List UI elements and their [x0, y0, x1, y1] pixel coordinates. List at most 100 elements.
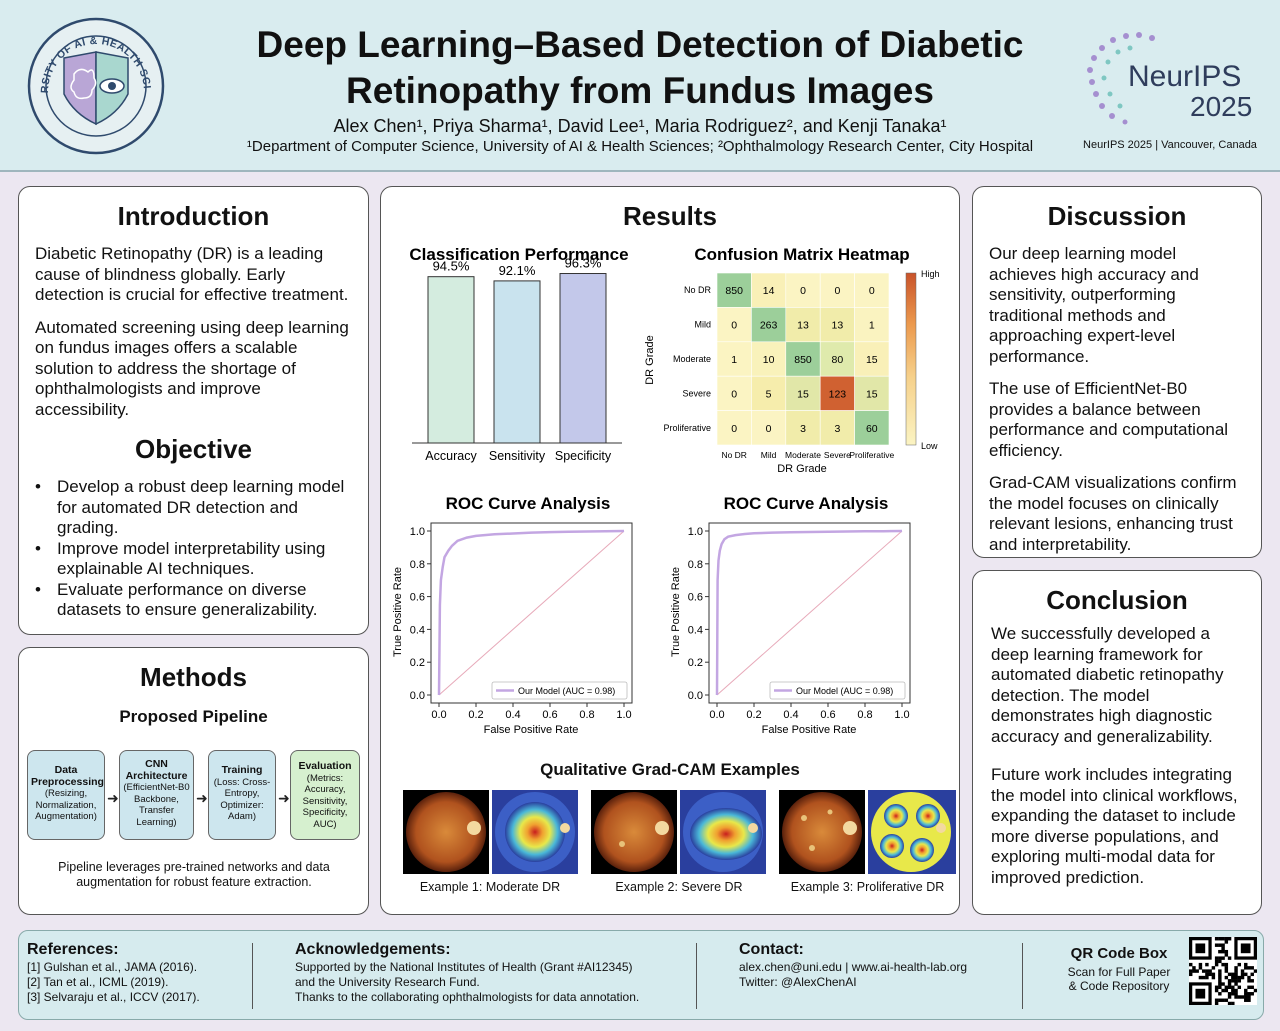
- heatmap-cell-value: 263: [760, 320, 778, 332]
- qr-sub-2: & Code Repository: [1068, 979, 1170, 993]
- colorbar-low-label: Low: [921, 441, 938, 451]
- heatmap-cell-value: 123: [829, 388, 847, 400]
- heatmap-cell-value: 13: [797, 320, 809, 332]
- gradcam-caption-1: Example 1: Moderate DR: [419, 880, 561, 894]
- heatmap-cell-value: 60: [866, 423, 878, 435]
- roc-curve-our-model: [437, 529, 625, 696]
- heatmap-row-label: Moderate: [673, 354, 711, 364]
- roc-curve-our-model: [715, 529, 903, 696]
- roc-y-tick-label: 0.8: [410, 559, 425, 571]
- arrow-right-icon: ➜: [278, 790, 290, 806]
- arrow-right-icon: ➜: [196, 790, 208, 806]
- bar-value-label: 94.5%: [433, 259, 470, 274]
- roc-2-ylabel: True Positive Rate: [670, 567, 682, 657]
- heatmap-cell: [785, 410, 821, 446]
- heatmap-colorbar: [905, 272, 917, 446]
- contact-email-web[interactable]: alex.chen@uni.edu | www.ai-health-lab.or…: [739, 960, 968, 974]
- heatmap-row-label: Mild: [694, 320, 711, 330]
- heatmap-cell: [751, 410, 787, 446]
- heatmap-cell: [785, 341, 821, 377]
- bar-category-label: Specificity: [555, 449, 612, 463]
- roc-chart-2: ROC Curve Analysis False Positive Rate T…: [670, 494, 911, 736]
- roc-y-tick-label: 0.2: [410, 657, 425, 669]
- roc-2-title: ROC Curve Analysis: [724, 494, 889, 513]
- fundus-image: [591, 790, 677, 874]
- fundus-image: [403, 790, 489, 874]
- heatmap-cell: [751, 341, 787, 377]
- gradcam-heatmap-image: [868, 790, 956, 874]
- heatmap-cell-value: 0: [800, 285, 806, 297]
- heatmap-cell-value: 0: [834, 285, 840, 297]
- bar-specificity: [559, 273, 607, 444]
- title-line-1: Deep Learning–Based Detection of Diabeti…: [256, 24, 1024, 65]
- heatmap-cell-value: 0: [766, 423, 772, 435]
- roc-chance-line: [716, 530, 903, 696]
- heatmap-col-label: Mild: [761, 450, 777, 460]
- roc-x-tick-label: 0.8: [857, 709, 872, 721]
- roc-y-tick-label: 0.6: [410, 592, 425, 604]
- footer-divider: [1022, 943, 1023, 1009]
- roc-x-tick-label: 0.8: [579, 709, 594, 721]
- roc-plot-frame: [430, 522, 633, 704]
- pipeline-step-detail: (EfficientNet-B0 Backbone, Transfer Lear…: [123, 782, 190, 828]
- pipeline-step-detail: (Resizing, Normalization, Augmentation): [35, 788, 97, 822]
- gradcam-heatmap-image: [492, 790, 578, 874]
- roc-2-xlabel: False Positive Rate: [762, 724, 857, 736]
- bar-sensitivity: [493, 280, 541, 444]
- pipeline-step-title: CNN Architecture: [125, 758, 188, 782]
- heatmap-ylabel: DR Grade: [644, 335, 656, 385]
- pipeline-note: Pipeline leverages pre-trained networks …: [58, 860, 330, 889]
- bar-value-label: 96.3%: [565, 256, 602, 271]
- roc-legend: [769, 681, 906, 700]
- heatmap-cell-value: 1: [869, 320, 875, 332]
- roc-1-xlabel: False Positive Rate: [484, 724, 579, 736]
- roc-y-tick-label: 1.0: [410, 526, 425, 538]
- ack-line: and the University Research Fund.: [295, 975, 480, 989]
- ack-line: Supported by the National Institutes of …: [295, 960, 633, 974]
- heatmap-cell-value: 850: [725, 285, 743, 297]
- qr-code-box: QR Code Box Scan for Full Paper & Code R…: [1049, 945, 1189, 993]
- confusion-matrix-heatmap: Confusion Matrix Heatmap High Low DR Gra…: [644, 245, 940, 475]
- heatmap-col-label: No DR: [721, 450, 747, 460]
- objective-list: Develop a robust deep learning model for…: [35, 477, 356, 621]
- heatmap-cell: [785, 272, 821, 308]
- roc-x-tick-label: 0.4: [505, 709, 520, 721]
- heatmap-cell-value: 3: [800, 423, 806, 435]
- bar-accuracy: [427, 276, 475, 444]
- heatmap-cell-value: 14: [763, 285, 775, 297]
- heatmap-cell-value: 15: [866, 354, 878, 366]
- objective-item: Improve model interpretability using exp…: [35, 539, 356, 580]
- roc-x-tick-label: 0.2: [746, 709, 761, 721]
- heatmap-col-label: Severe: [824, 450, 851, 460]
- roc-legend: [491, 681, 628, 700]
- heatmap-col-label: Proliferative: [849, 450, 894, 460]
- roc-x-tick-label: 1.0: [894, 709, 909, 721]
- gradcam-heatmap-image: [680, 790, 766, 874]
- reference-item: [2] Tan et al., ICML (2019).: [27, 975, 169, 989]
- heatmap-cell: [751, 307, 787, 343]
- poster-header: UNIVERSITY OF AI & HEALTH SCIENCES Deep …: [0, 0, 1280, 172]
- heatmap-cell: [819, 341, 855, 377]
- colorbar-high-label: High: [921, 269, 940, 279]
- heatmap-cell-value: 3: [834, 423, 840, 435]
- affiliations: ¹Department of Computer Science, Univers…: [246, 138, 1034, 155]
- roc-x-tick-label: 0.4: [783, 709, 798, 721]
- roc-x-tick-label: 0.0: [431, 709, 446, 721]
- heatmap-row-label: No DR: [684, 285, 712, 295]
- bar-value-label: 92.1%: [499, 263, 536, 278]
- introduction-heading: Introduction: [117, 201, 270, 231]
- heatmap-row-label: Severe: [682, 388, 711, 398]
- roc-chart-1: ROC Curve Analysis False Positive Rate T…: [392, 494, 633, 736]
- heatmap-cell: [716, 375, 752, 411]
- contact-twitter[interactable]: Twitter: @AlexChenAI: [739, 975, 857, 989]
- roc-legend-label: Our Model (AUC = 0.98): [518, 686, 615, 696]
- acknowledgements-heading: Acknowledgements:: [295, 941, 451, 958]
- pipeline-step-title: Data Preprocessing: [31, 764, 104, 788]
- footer-divider: [696, 943, 697, 1009]
- roc-legend-label: Our Model (AUC = 0.98): [796, 686, 893, 696]
- qr-code-icon[interactable]: [1189, 937, 1257, 1005]
- heatmap-cell-value: 1: [731, 354, 737, 366]
- qr-sub-1: Scan for Full Paper: [1067, 965, 1171, 979]
- bar-chart-title: Classification Performance: [409, 245, 628, 264]
- conclusion-p2: Future work includes integrating the mod…: [991, 765, 1238, 887]
